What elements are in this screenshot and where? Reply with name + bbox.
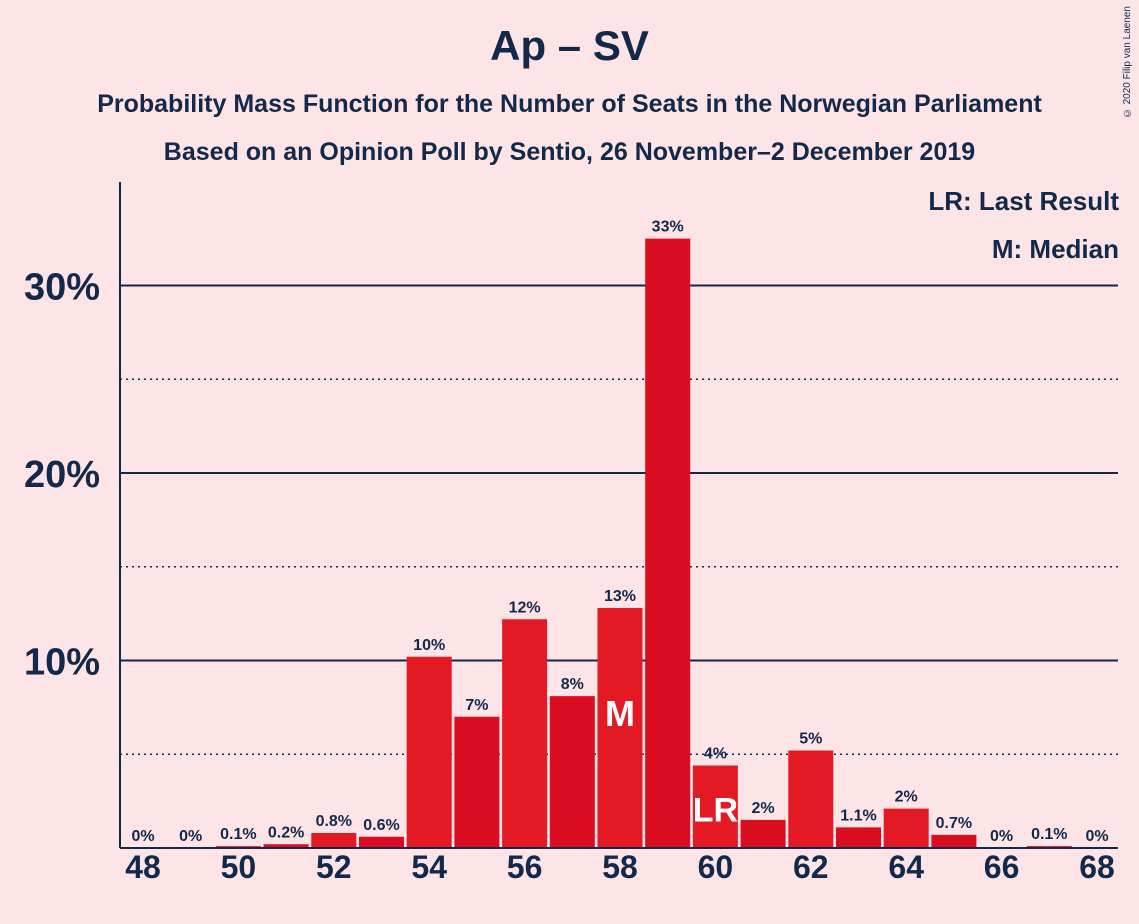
data-label-seat-51: 0.2% [268, 824, 304, 841]
data-label-seat-63: 1.1% [840, 807, 876, 824]
data-label-seat-61: 2% [752, 800, 775, 817]
bar-seat-64 [883, 808, 929, 848]
bar-seat-54 [406, 656, 452, 848]
bar-seat-57 [549, 696, 595, 848]
bar-seat-63 [836, 827, 881, 848]
data-label-seat-49: 0% [179, 828, 202, 845]
bar-seat-60 [692, 765, 738, 848]
legend-last-result: LR: Last Result [928, 186, 1119, 216]
last-result-marker: LR [693, 792, 738, 830]
data-label-seat-56: 12% [509, 599, 541, 616]
x-tick-label: 56 [507, 849, 543, 885]
bar-seat-58 [597, 608, 643, 848]
median-marker: M [605, 693, 635, 734]
x-tick-label: 52 [316, 849, 352, 885]
x-tick-label: 50 [221, 849, 257, 885]
data-label-seat-53: 0.6% [363, 817, 399, 834]
data-label-seat-68: 0% [1085, 828, 1108, 845]
bar-seat-53 [359, 836, 404, 848]
data-label-seat-48: 0% [131, 828, 154, 845]
x-tick-label: 62 [793, 849, 829, 885]
data-label-seat-55: 7% [465, 697, 488, 714]
bar-seat-62 [788, 750, 834, 848]
y-tick-label: 10% [24, 642, 100, 684]
data-label-seat-60: 4% [704, 746, 727, 763]
bar-seat-51 [263, 844, 309, 848]
bar-seat-61 [740, 819, 786, 848]
x-tick-label: 64 [888, 849, 924, 885]
y-tick-label: 30% [24, 267, 100, 309]
data-label-seat-67: 0.1% [1031, 826, 1067, 843]
bar-seat-59 [645, 238, 691, 848]
data-label-seat-52: 0.8% [316, 813, 352, 830]
x-tick-label: 48 [125, 849, 161, 885]
chart-subtitle-2: Based on an Opinion Poll by Sentio, 26 N… [163, 138, 976, 166]
data-label-seat-57: 8% [561, 676, 584, 693]
data-label-seat-59: 33% [652, 219, 684, 236]
data-label-seat-65: 0.7% [936, 815, 972, 832]
legend-median: M: Median [991, 234, 1119, 264]
x-tick-label: 54 [411, 849, 447, 885]
bar-seat-56 [502, 619, 548, 848]
chart-subtitle-1: Probability Mass Function for the Number… [97, 90, 1042, 118]
data-label-seat-62: 5% [799, 731, 822, 748]
data-label-seat-50: 0.1% [220, 826, 256, 843]
data-label-seat-58: 13% [604, 588, 636, 605]
x-tick-label: 66 [984, 849, 1020, 885]
x-tick-label: 68 [1079, 849, 1115, 885]
x-tick-label: 60 [698, 849, 734, 885]
data-label-seat-54: 10% [413, 637, 445, 654]
bar-seat-52 [311, 833, 357, 848]
chart-title: Ap – SV [490, 22, 649, 69]
bar-seat-55 [454, 716, 500, 848]
data-label-seat-64: 2% [895, 789, 918, 806]
x-tick-label: 58 [602, 849, 638, 885]
bar-seat-65 [931, 834, 977, 848]
data-label-seat-66: 0% [990, 828, 1013, 845]
y-tick-label: 20% [24, 454, 100, 496]
